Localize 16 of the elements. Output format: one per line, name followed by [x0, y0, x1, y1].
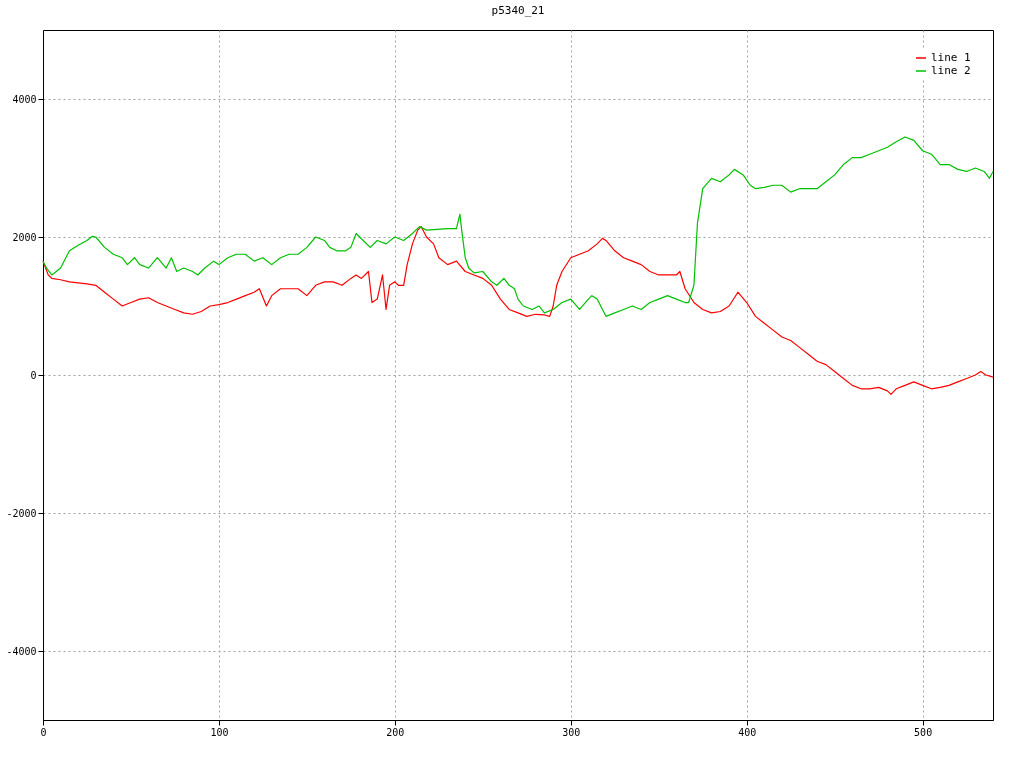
y-tick-label: 0: [30, 369, 37, 381]
x-tick-label: 500: [914, 726, 933, 738]
x-tick-label: 300: [562, 726, 581, 738]
legend-label: line 2: [931, 64, 971, 77]
line-series: [42, 136, 994, 317]
x-tick-label: 100: [210, 726, 229, 738]
legend-label: line 1: [931, 51, 971, 64]
chart-title: p5340_21: [491, 4, 545, 17]
y-tick-label: -2000: [6, 507, 37, 519]
x-tick-label: 200: [386, 726, 405, 738]
y-tick-label: 2000: [12, 231, 37, 243]
y-tick-label: 4000: [12, 93, 37, 105]
x-tick-label: 0: [40, 726, 47, 738]
line-series: [42, 226, 994, 395]
y-tick-label: -4000: [6, 645, 37, 657]
x-tick-label: 400: [738, 726, 757, 738]
